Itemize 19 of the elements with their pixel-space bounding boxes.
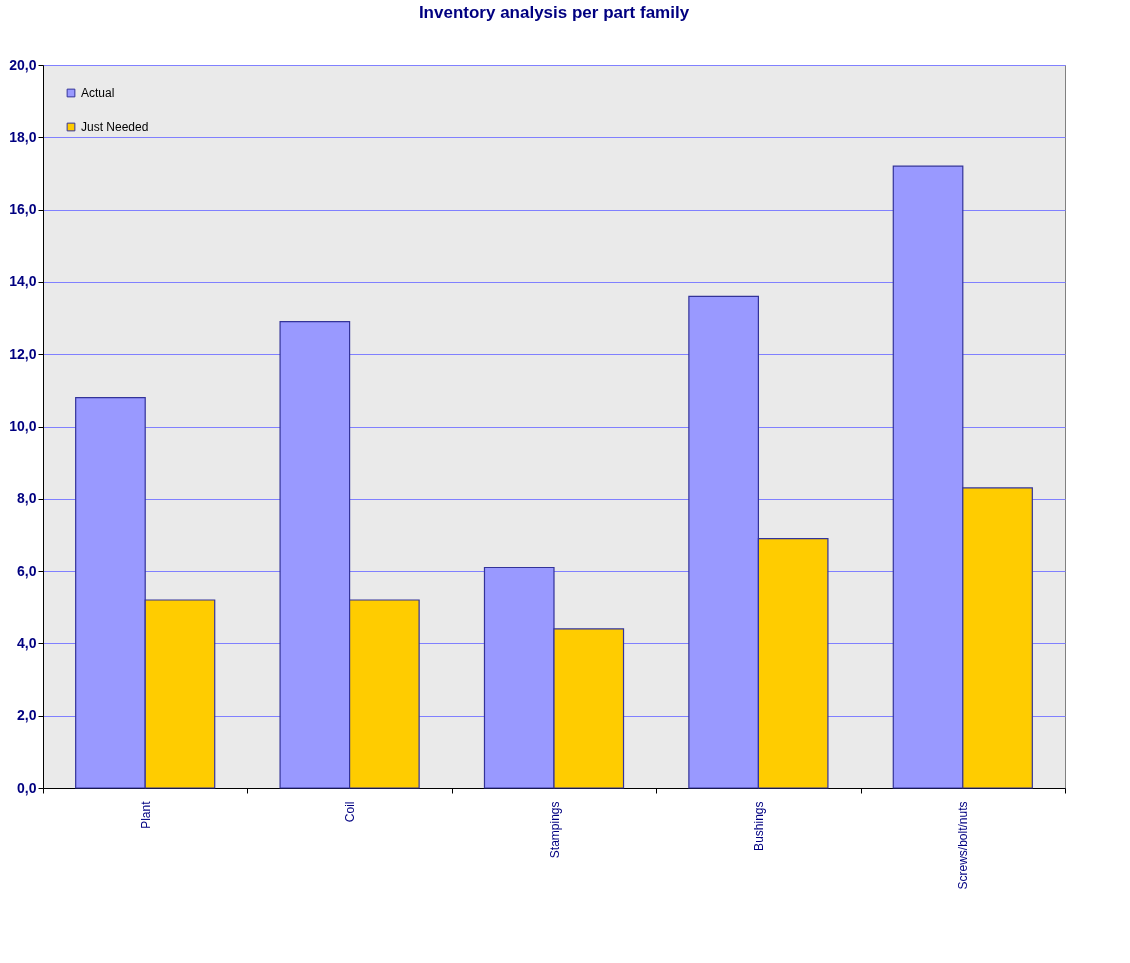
legend-label: Just Needed (81, 120, 149, 134)
y-tick-label: 2,0 (17, 707, 37, 724)
x-tick-label: Plant (138, 800, 153, 829)
y-tick-label: 14,0 (9, 273, 37, 290)
chart-title: Inventory analysis per part family (418, 3, 690, 22)
y-tick-label: 10,0 (9, 418, 37, 434)
x-tick-label: Coil (343, 801, 358, 823)
y-tick-label: 20,0 (9, 56, 37, 73)
y-tick-label: 18,0 (9, 128, 37, 145)
y-tick-label: 16,0 (9, 201, 37, 218)
y-tick-label: 0,0 (17, 779, 37, 796)
legend-label: Actual (81, 86, 115, 100)
x-tick-label: Screws/bolt/nuts (956, 801, 971, 890)
y-tick-label: 8,0 (17, 490, 37, 507)
x-tick-label: Stampings (547, 801, 562, 859)
y-tick-label: 12,0 (9, 345, 37, 362)
y-tick-label: 4,0 (17, 634, 37, 651)
y-tick-label: 6,0 (17, 562, 37, 579)
x-tick-label: Bushings (751, 801, 766, 851)
